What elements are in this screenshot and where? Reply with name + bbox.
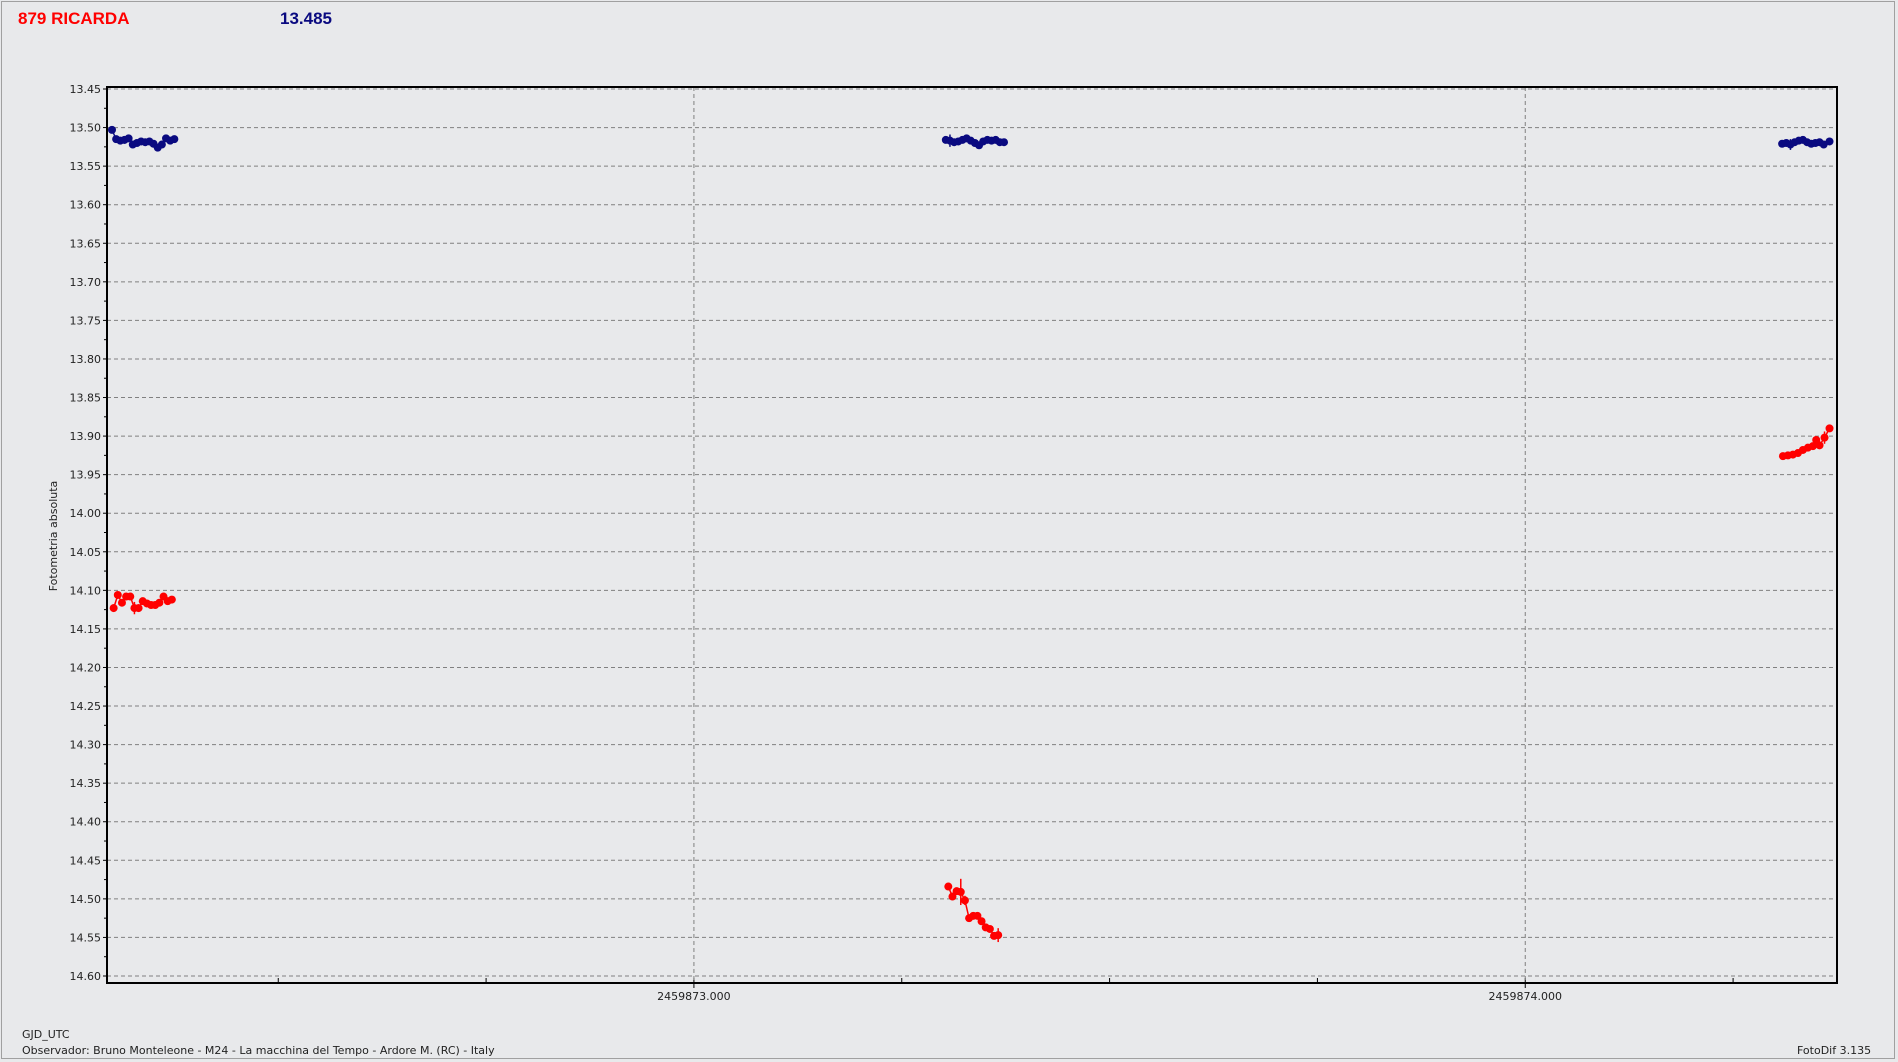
- y-tick-label: 13.85: [70, 392, 102, 405]
- data-point: [126, 592, 135, 601]
- data-point: [113, 590, 122, 599]
- data-point: [948, 892, 957, 901]
- data-point: [1825, 424, 1834, 433]
- y-tick-label: 14.45: [70, 854, 102, 867]
- x-axis-label: GJD_UTC: [22, 1028, 70, 1041]
- y-tick-label: 13.70: [70, 276, 102, 289]
- reference-value: 13.485: [280, 9, 332, 28]
- series-comparison: [107, 125, 1834, 152]
- y-tick-label: 13.50: [70, 122, 102, 135]
- x-tick-label: 2459873.000: [657, 990, 730, 1003]
- data-point: [155, 598, 164, 607]
- data-point: [1815, 441, 1824, 450]
- object-name: 879 RICARDA: [18, 9, 130, 28]
- y-tick-label: 14.30: [70, 739, 102, 752]
- data-point: [117, 598, 126, 607]
- y-tick-label: 14.10: [70, 584, 102, 597]
- y-tick-label: 14.55: [70, 931, 102, 944]
- y-tick-label: 13.95: [70, 469, 102, 482]
- y-tick-label: 14.25: [70, 700, 102, 713]
- y-tick-label: 13.75: [70, 314, 102, 327]
- data-point: [170, 135, 179, 144]
- y-tick-label: 14.00: [70, 507, 102, 520]
- y-tick-label: 14.20: [70, 661, 102, 674]
- y-tick-label: 14.40: [70, 816, 102, 829]
- series-asteroid: [109, 424, 1834, 943]
- data-point: [124, 134, 133, 143]
- data-point: [994, 931, 1003, 940]
- data-point: [1808, 442, 1817, 451]
- y-tick-label: 14.60: [70, 970, 102, 983]
- data-point: [107, 125, 116, 134]
- y-tick-label: 13.55: [70, 160, 102, 173]
- data-point: [167, 595, 176, 604]
- x-tick-label: 2459874.000: [1489, 990, 1562, 1003]
- y-axis-label: Fotometria absoluta: [47, 481, 60, 592]
- data-point: [973, 911, 982, 920]
- data-point: [960, 896, 969, 905]
- data-point: [956, 887, 965, 896]
- y-tick-label: 14.35: [70, 777, 102, 790]
- data-point: [1000, 138, 1009, 147]
- plot-area-border: [106, 86, 1838, 984]
- y-tick-label: 13.65: [70, 237, 102, 250]
- data-point: [109, 604, 118, 613]
- y-tick-label: 13.80: [70, 353, 102, 366]
- data-point: [134, 604, 143, 613]
- data-point: [1820, 433, 1829, 442]
- y-tick-label: 14.05: [70, 546, 102, 559]
- observer-credit: Observador: Bruno Monteleone - M24 - La …: [22, 1044, 495, 1057]
- y-tick-label: 13.90: [70, 430, 102, 443]
- data-point: [977, 917, 986, 926]
- y-tick-label: 14.15: [70, 623, 102, 636]
- y-tick-label: 14.50: [70, 893, 102, 906]
- y-tick-label: 13.60: [70, 199, 102, 212]
- y-tick-label: 13.45: [70, 83, 102, 96]
- data-point: [985, 924, 994, 933]
- data-point: [157, 140, 166, 149]
- data-point: [1825, 137, 1834, 146]
- software-version: FotoDif 3.135: [1797, 1044, 1872, 1057]
- data-point: [944, 882, 953, 891]
